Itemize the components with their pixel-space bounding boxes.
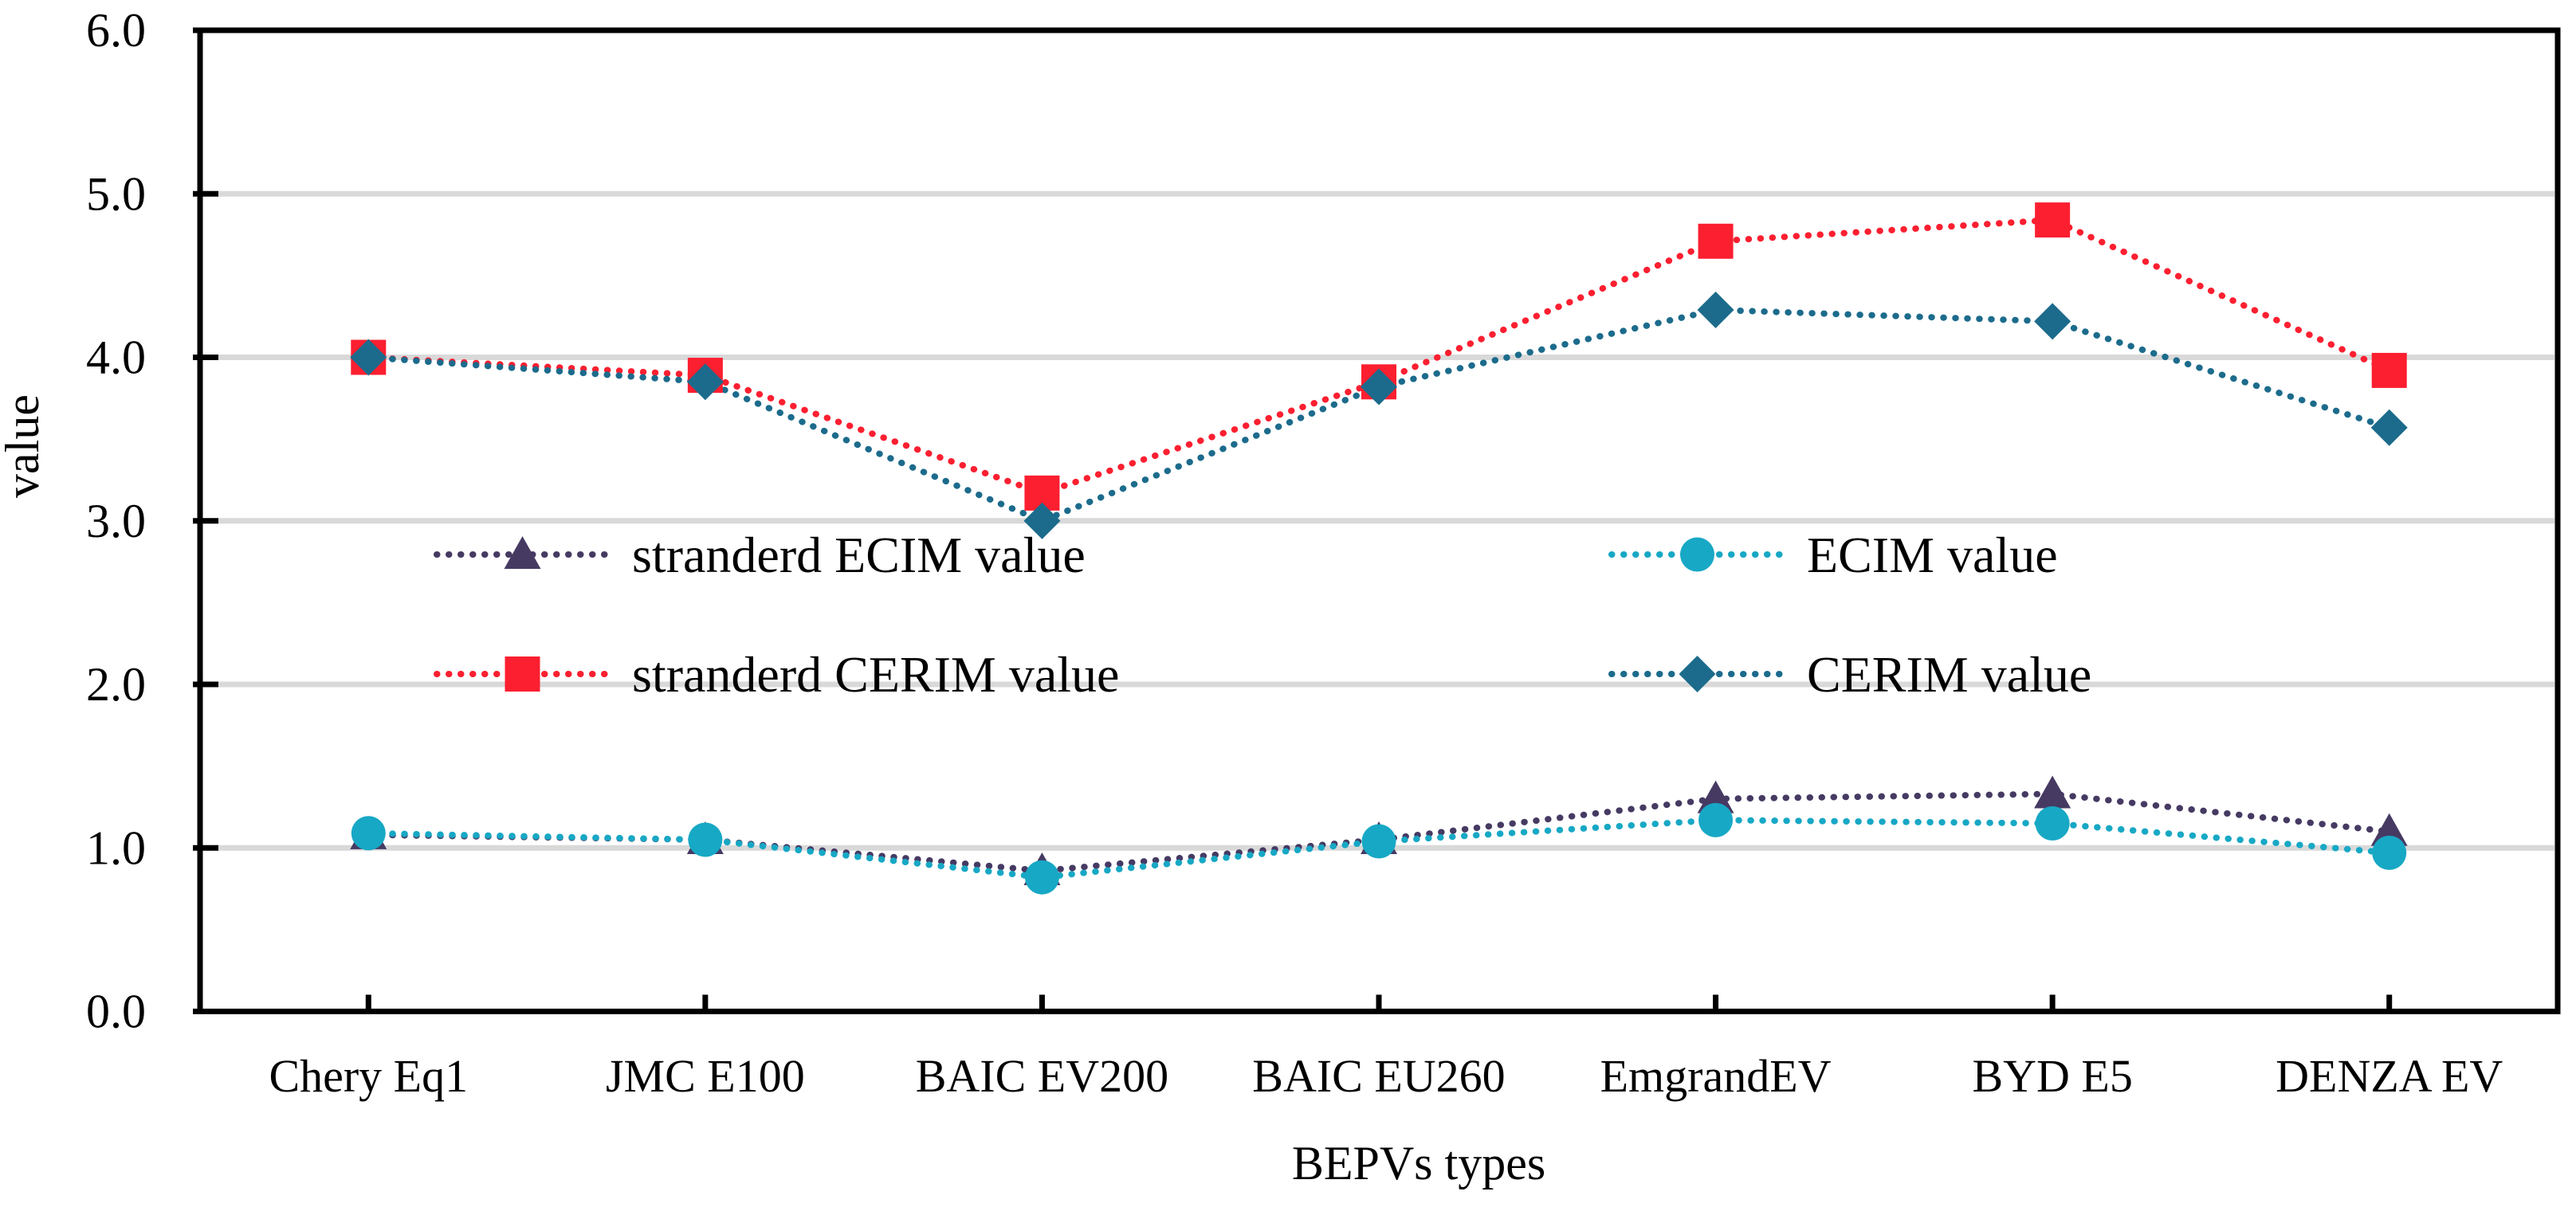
y-tick-label: 6.0: [86, 4, 146, 57]
marker-ECIM-value: [1361, 824, 1396, 859]
marker-stranderd-CERIM-value: [2035, 202, 2071, 238]
marker-stranderd-ECIM-value: [1697, 780, 1734, 813]
marker-ECIM-value: [2372, 835, 2407, 870]
marker-CERIM-value: [1697, 291, 1734, 328]
x-tick-label: DENZA EV: [2276, 1050, 2503, 1102]
legend-label: CERIM value: [1807, 646, 2091, 703]
marker-stranderd-CERIM-value: [2371, 352, 2407, 388]
marker-stranderd-ECIM-value: [2034, 775, 2071, 809]
marker-ECIM-value: [688, 822, 723, 857]
marker-stranderd-CERIM-value: [1698, 223, 1734, 259]
y-tick-label: 4.0: [86, 331, 146, 384]
marker-CERIM-value: [1023, 502, 1061, 539]
y-tick-label: 3.0: [86, 495, 146, 547]
marker-CERIM-value: [1361, 368, 1397, 406]
marker-stranderd-ECIM-value: [2370, 813, 2408, 846]
marker-CERIM-value: [350, 339, 387, 376]
marker-CERIM-value: [2370, 409, 2408, 446]
series-line-CERIM-value: [365, 306, 2393, 525]
x-tick-label: EmgrandEV: [1600, 1050, 1832, 1102]
x-tick-label: Chery Eq1: [269, 1050, 468, 1102]
legend-label: ECIM value: [1807, 527, 2058, 583]
legend-label: stranderd CERIM value: [632, 646, 1119, 703]
x-tick-label: BAIC EU260: [1252, 1050, 1505, 1102]
marker-ECIM-value: [2035, 805, 2070, 841]
x-tick-label: BYD E5: [1972, 1050, 2132, 1102]
marker-CERIM-value: [2034, 303, 2071, 340]
marker-ECIM-value: [1024, 860, 1059, 895]
marker-ECIM-value: [351, 816, 386, 851]
x-tick-label: BAIC EV200: [916, 1050, 1168, 1102]
legend-marker-circle: [1680, 537, 1714, 572]
y-tick-label: 1.0: [86, 821, 146, 874]
legend-marker-square: [505, 656, 540, 692]
legend-marker-diamond: [1679, 656, 1716, 692]
marker-CERIM-value: [686, 363, 724, 401]
y-tick-label: 0.0: [86, 986, 146, 1038]
x-tick-label: JMC E100: [606, 1050, 805, 1102]
legend-marker-triangle: [504, 536, 541, 569]
legend-label: stranderd ECIM value: [632, 527, 1086, 583]
x-axis-title: BEPVs types: [1292, 1137, 1545, 1190]
y-tick-label: 2.0: [86, 658, 146, 711]
y-axis-title: value: [0, 394, 49, 498]
y-tick-label: 5.0: [86, 167, 146, 220]
marker-ECIM-value: [1698, 802, 1734, 837]
